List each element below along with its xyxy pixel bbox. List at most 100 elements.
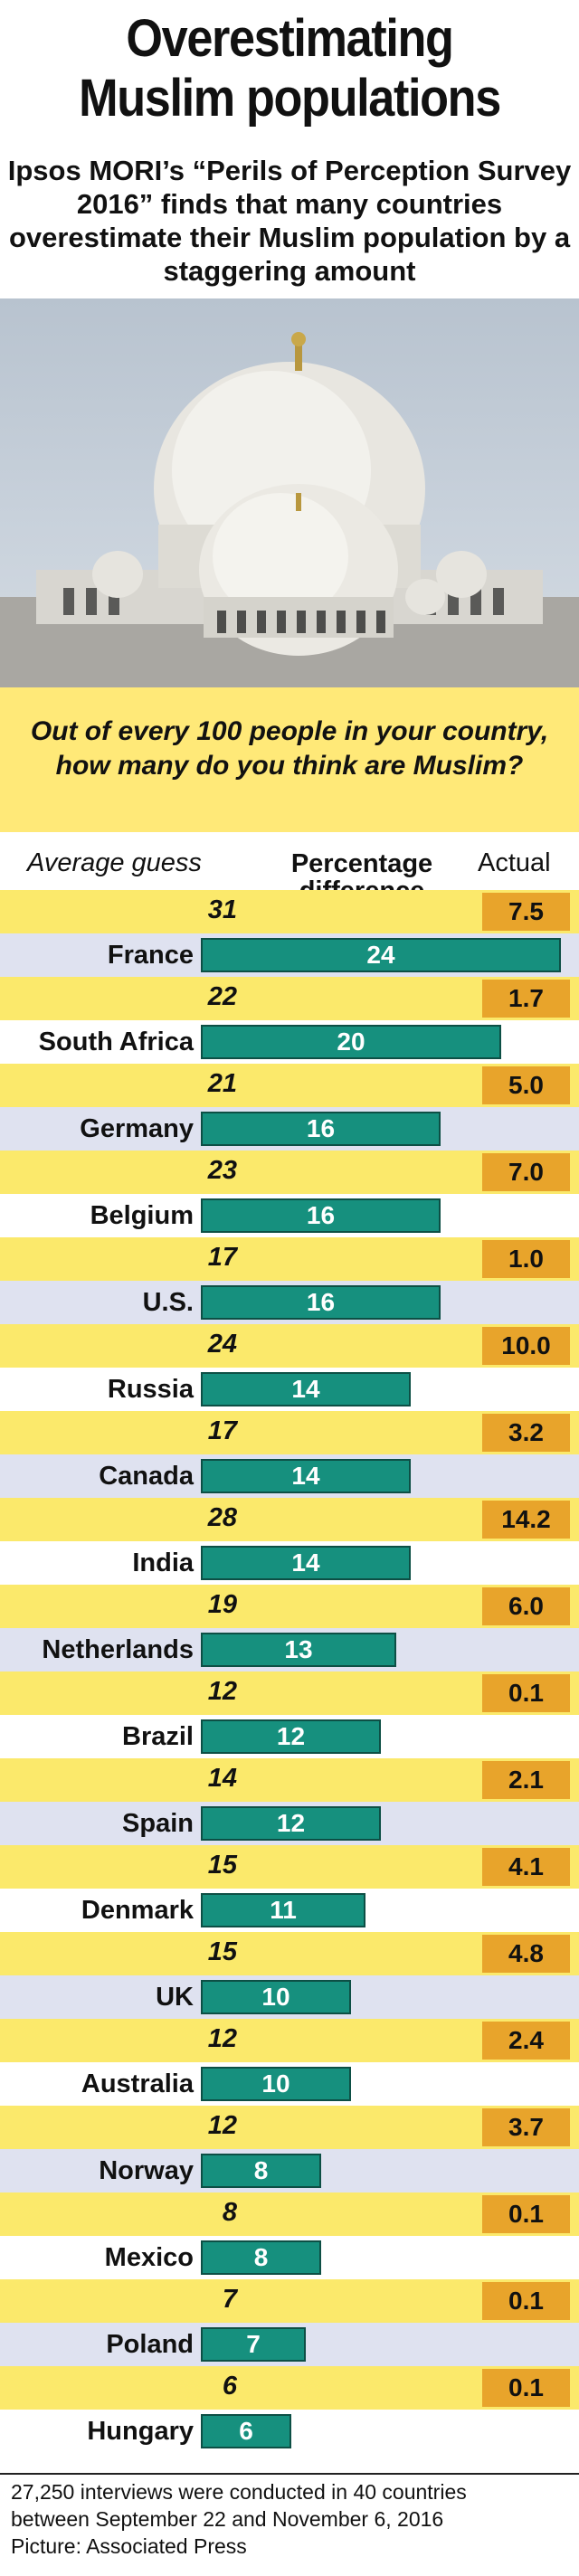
country-row: Germany 16 [0, 1107, 579, 1151]
guess-row: 23 7.0 [0, 1151, 579, 1194]
guess-row: 24 10.0 [0, 1324, 579, 1368]
country-label: India [132, 1548, 194, 1577]
guess-row: 28 14.2 [0, 1498, 579, 1541]
difference-bar: 11 [201, 1893, 365, 1927]
guess-row: 12 3.7 [0, 2106, 579, 2149]
difference-bar: 10 [201, 1980, 351, 2014]
country-label: Norway [99, 2156, 194, 2185]
average-guess-value: 19 [207, 1590, 237, 1619]
difference-bar: 20 [201, 1025, 501, 1059]
difference-bar: 14 [201, 1372, 411, 1406]
average-guess-value: 15 [207, 1937, 237, 1966]
average-guess-value: 31 [207, 895, 237, 924]
difference-bar: 12 [201, 1719, 381, 1754]
guess-row: 17 3.2 [0, 1411, 579, 1454]
country-label: South Africa [38, 1028, 194, 1056]
country-row: Denmark 11 [0, 1889, 579, 1932]
country-row: South Africa 20 [0, 1020, 579, 1064]
average-guess-value: 6 [222, 2372, 237, 2401]
guess-row: 14 2.1 [0, 1758, 579, 1802]
average-guess-value: 21 [207, 1069, 237, 1098]
actual-value: 0.1 [482, 1674, 570, 1712]
difference-bar: 16 [201, 1198, 441, 1233]
average-guess-value: 8 [222, 2198, 237, 2227]
country-label: Netherlands [42, 1635, 194, 1664]
actual-value: 0.1 [482, 2282, 570, 2320]
average-guess-value: 24 [207, 1330, 237, 1359]
guess-row: 31 7.5 [0, 890, 579, 933]
difference-bar: 24 [201, 938, 561, 972]
footer-line-1: 27,250 interviews were conducted in 40 c… [11, 2480, 467, 2504]
country-label: Brazil [122, 1722, 194, 1751]
country-row: India 14 [0, 1541, 579, 1585]
average-guess-value: 14 [207, 1764, 237, 1793]
average-guess-value: 22 [207, 982, 237, 1011]
difference-bar: 10 [201, 2067, 351, 2101]
difference-bar: 12 [201, 1806, 381, 1841]
mosque-dome-icon [0, 332, 579, 687]
chart-rows: 31 7.5 France 24 22 1.7 South Africa 20 21 5.0 Ger… [0, 890, 579, 2453]
country-label: Spain [122, 1809, 194, 1838]
average-guess-value: 7 [222, 2285, 237, 2314]
guess-row: 15 4.8 [0, 1932, 579, 1975]
country-label: France [107, 941, 194, 970]
difference-bar: 16 [201, 1112, 441, 1146]
country-label: UK [156, 1983, 194, 2012]
actual-value: 1.0 [482, 1240, 570, 1278]
average-guess-value: 12 [207, 1677, 237, 1706]
footer-line-2: between September 22 and November 6, 201… [11, 2507, 444, 2531]
country-row: Hungary 6 [0, 2410, 579, 2453]
difference-bar: 13 [201, 1633, 396, 1667]
country-row: Poland 7 [0, 2323, 579, 2366]
actual-value: 6.0 [482, 1587, 570, 1625]
actual-value: 4.8 [482, 1935, 570, 1973]
guess-row: 19 6.0 [0, 1585, 579, 1628]
guess-row: 8 0.1 [0, 2192, 579, 2236]
column-header-average-guess: Average guess [27, 848, 202, 877]
difference-bar: 14 [201, 1546, 411, 1580]
actual-value: 2.4 [482, 2022, 570, 2060]
difference-bar: 6 [201, 2414, 291, 2448]
country-row: Spain 12 [0, 1802, 579, 1845]
average-guess-value: 12 [207, 2024, 237, 2053]
country-label: Canada [99, 1462, 194, 1491]
guess-row: 12 2.4 [0, 2019, 579, 2062]
guess-row: 6 0.1 [0, 2366, 579, 2410]
actual-value: 7.5 [482, 893, 570, 931]
actual-value: 3.7 [482, 2108, 570, 2146]
actual-value: 0.1 [482, 2195, 570, 2233]
title-line-1: Overestimating [126, 9, 453, 68]
title-line-2: Muslim populations [79, 69, 501, 128]
average-guess-value: 17 [207, 1243, 237, 1272]
average-guess-value: 23 [207, 1156, 237, 1185]
actual-value: 7.0 [482, 1153, 570, 1191]
actual-value: 14.2 [482, 1501, 570, 1539]
country-label: U.S. [142, 1288, 194, 1317]
page-title: Overestimating Muslim populations [29, 9, 550, 128]
average-guess-value: 17 [207, 1416, 237, 1445]
actual-value: 10.0 [482, 1327, 570, 1365]
subtitle: Ipsos MORI’s “Perils of Perception Surve… [7, 155, 572, 287]
difference-bar: 8 [201, 2154, 321, 2188]
difference-bar: 8 [201, 2240, 321, 2275]
difference-bar: 7 [201, 2327, 306, 2362]
guess-row: 21 5.0 [0, 1064, 579, 1107]
country-row: France 24 [0, 933, 579, 977]
actual-value: 5.0 [482, 1066, 570, 1104]
country-row: Mexico 8 [0, 2236, 579, 2279]
country-row: U.S. 16 [0, 1281, 579, 1324]
country-label: Australia [81, 2069, 194, 2098]
country-row: Canada 14 [0, 1454, 579, 1498]
country-label: Denmark [81, 1896, 194, 1925]
guess-row: 12 0.1 [0, 1672, 579, 1715]
footer-line-3: Picture: Associated Press [11, 2534, 247, 2558]
guess-row: 7 0.1 [0, 2279, 579, 2323]
difference-bar: 14 [201, 1459, 411, 1493]
country-row: UK 10 [0, 1975, 579, 2019]
actual-value: 3.2 [482, 1414, 570, 1452]
actual-value: 2.1 [482, 1761, 570, 1799]
country-label: Belgium [90, 1201, 194, 1230]
guess-row: 22 1.7 [0, 977, 579, 1020]
actual-value: 4.1 [482, 1848, 570, 1886]
footer-notes: 27,250 interviews were conducted in 40 c… [11, 2478, 572, 2560]
